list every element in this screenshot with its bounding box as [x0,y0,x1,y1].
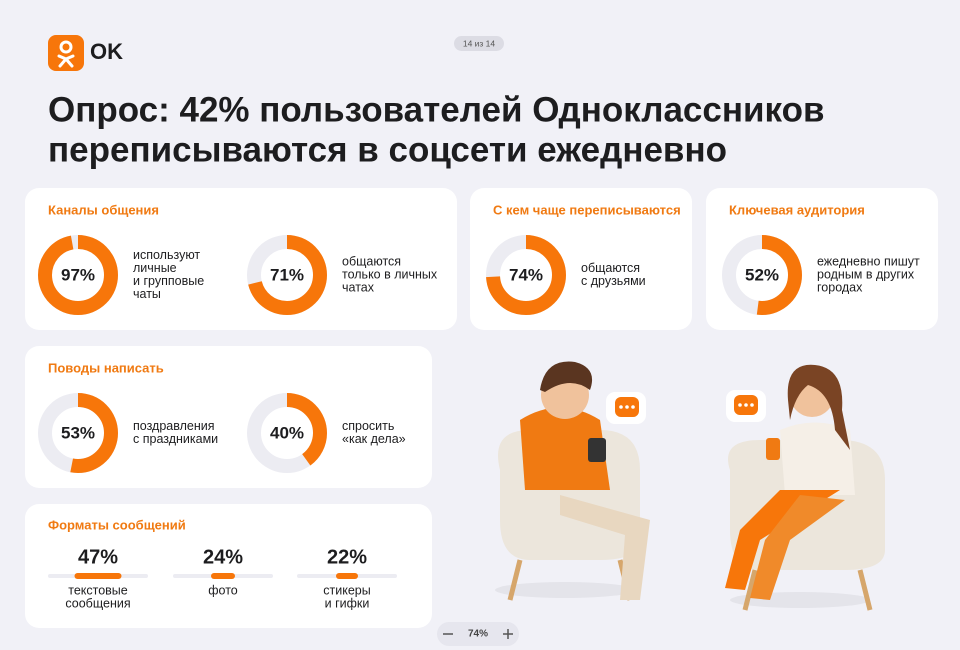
description: чатах [342,280,375,294]
card-title: Поводы написать [48,360,164,375]
donut-label: 97% [61,265,95,284]
card-title: Форматы сообщений [48,517,186,532]
card [470,188,692,330]
card-title: С кем чаще переписываются [493,202,681,217]
description: сообщения [65,596,130,610]
card [706,188,938,330]
description: общаются [581,261,640,275]
donut-arc [486,235,566,315]
card-title: Ключевая аудитория [729,202,865,217]
donut-label: 40% [270,423,304,442]
donut-label: 74% [509,265,543,284]
bar [211,573,235,579]
description: и гифки [325,596,370,610]
description: текстовые [68,583,128,597]
description: ежедневно пишут [817,254,920,268]
donut-arc [247,393,327,473]
description: с праздниками [133,432,218,446]
donut-arc [38,235,118,315]
description: с друзьями [581,274,646,288]
donut-arc [38,393,118,473]
page-indicator [454,36,504,51]
description: стикеры [323,583,370,597]
description: общаются [342,254,401,268]
logo-glyph [59,40,73,54]
logo-glyph [57,54,75,68]
description: используют [133,248,200,262]
description: фото [208,583,238,597]
description: спросить [342,419,394,433]
card [25,504,432,628]
donut-label: 53% [61,423,95,442]
description: личные [133,261,177,275]
percent: 47% [78,546,118,568]
description: поздравления [133,419,215,433]
donut-label: 71% [270,265,304,284]
donut-arc [722,235,802,315]
title-line: переписываются в соцсети ежедневно [48,130,727,169]
logo-text: OK [90,39,123,64]
description: «как дела» [342,432,406,446]
zoom-control [437,622,519,646]
description: и групповые [133,274,204,288]
bar [74,573,122,579]
percent: 22% [327,546,367,568]
card [25,188,457,330]
illustration [495,361,885,611]
zoom-level: 74% [468,629,488,640]
page-number: 14 из 14 [463,38,496,48]
zoom-in-button[interactable] [503,629,513,639]
description: только в личных [342,267,438,281]
title-line: Опрос: 42% пользователей Одноклассников [48,90,824,129]
description: чаты [133,287,161,301]
percent: 24% [203,546,243,568]
description: родным в других [817,267,915,281]
card-title: Каналы общения [48,202,159,217]
donut-label: 52% [745,265,779,284]
card [25,346,432,488]
donut-arc [247,235,327,315]
bar [336,573,358,579]
description: городах [817,280,863,294]
